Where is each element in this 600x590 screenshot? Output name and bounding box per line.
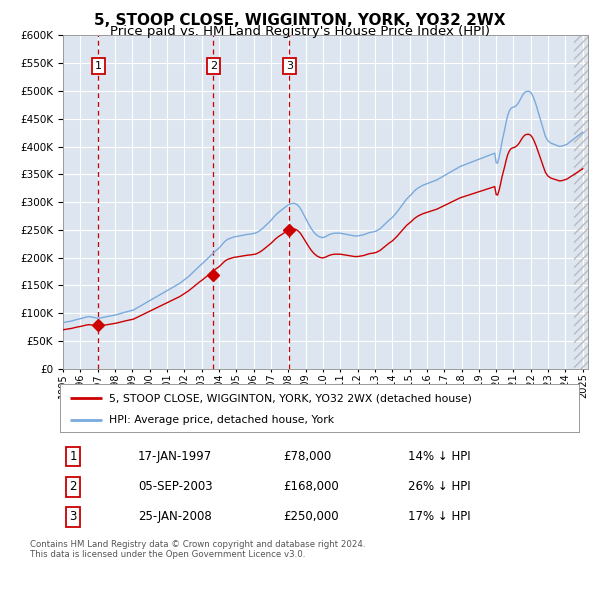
Text: 1: 1 bbox=[69, 450, 77, 463]
Text: Price paid vs. HM Land Registry's House Price Index (HPI): Price paid vs. HM Land Registry's House … bbox=[110, 25, 490, 38]
Text: 2: 2 bbox=[69, 480, 77, 493]
Text: HPI: Average price, detached house, York: HPI: Average price, detached house, York bbox=[109, 415, 334, 425]
Text: 17% ↓ HPI: 17% ↓ HPI bbox=[408, 510, 470, 523]
Text: £168,000: £168,000 bbox=[283, 480, 339, 493]
Text: 26% ↓ HPI: 26% ↓ HPI bbox=[408, 480, 470, 493]
Text: 17-JAN-1997: 17-JAN-1997 bbox=[138, 450, 212, 463]
Text: 25-JAN-2008: 25-JAN-2008 bbox=[138, 510, 212, 523]
Text: 3: 3 bbox=[286, 61, 293, 71]
Text: 05-SEP-2003: 05-SEP-2003 bbox=[138, 480, 212, 493]
Text: Contains HM Land Registry data © Crown copyright and database right 2024.
This d: Contains HM Land Registry data © Crown c… bbox=[30, 540, 365, 559]
Text: 1: 1 bbox=[95, 61, 102, 71]
Text: £78,000: £78,000 bbox=[283, 450, 331, 463]
Text: 14% ↓ HPI: 14% ↓ HPI bbox=[408, 450, 470, 463]
Text: 2: 2 bbox=[209, 61, 217, 71]
Text: 3: 3 bbox=[69, 510, 77, 523]
Text: 5, STOOP CLOSE, WIGGINTON, YORK, YO32 2WX: 5, STOOP CLOSE, WIGGINTON, YORK, YO32 2W… bbox=[94, 13, 506, 28]
Text: £250,000: £250,000 bbox=[283, 510, 339, 523]
Text: 5, STOOP CLOSE, WIGGINTON, YORK, YO32 2WX (detached house): 5, STOOP CLOSE, WIGGINTON, YORK, YO32 2W… bbox=[109, 393, 472, 403]
